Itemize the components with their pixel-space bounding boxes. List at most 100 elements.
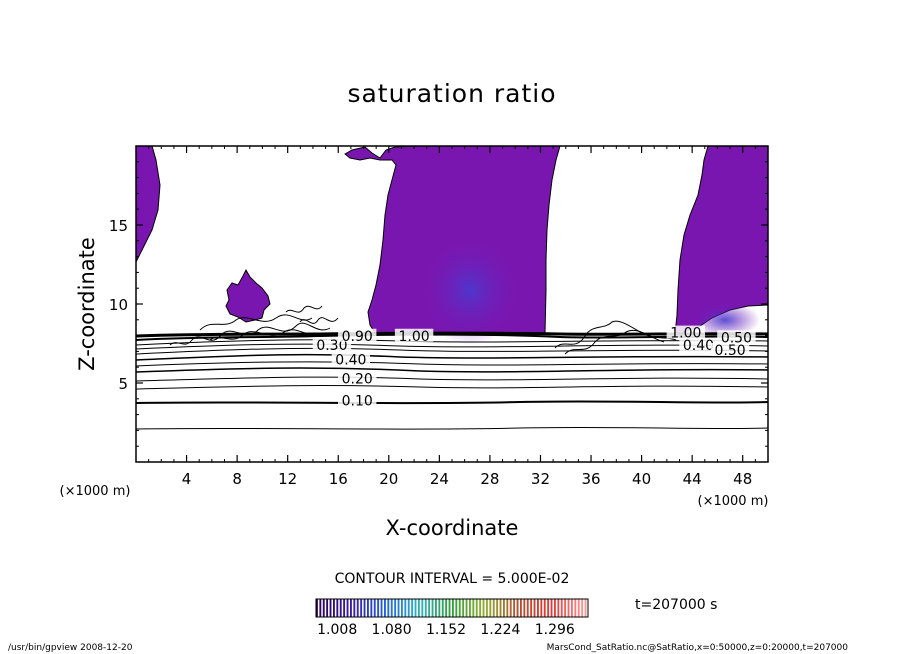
y-tick-label: 10 bbox=[109, 296, 128, 314]
colorbar-cell bbox=[411, 599, 414, 617]
time-label: t=207000 s bbox=[635, 597, 717, 613]
x-axis-label: X-coordinate bbox=[386, 516, 519, 540]
colorbar-cell bbox=[390, 599, 393, 617]
x-tick-label: 24 bbox=[430, 470, 449, 488]
contour-label-bg bbox=[338, 393, 377, 407]
footer-right: MarsCond_SatRatio.nc@SatRatio,x=0:50000,… bbox=[547, 643, 849, 653]
colorbar-cell bbox=[560, 599, 563, 617]
colorbar-cell bbox=[377, 599, 380, 617]
contour-label: 0.50 bbox=[721, 330, 752, 346]
colorbar-cell bbox=[458, 599, 461, 617]
colorbar-cell bbox=[384, 599, 386, 617]
colorbar-cell bbox=[513, 599, 516, 617]
colorbar-cell bbox=[533, 599, 536, 617]
contour-line-045 bbox=[136, 361, 768, 367]
colorbar-cell bbox=[523, 599, 526, 617]
contour-wiggle-1 bbox=[169, 322, 331, 346]
colorbar-cell bbox=[479, 599, 482, 617]
colorbar-cell bbox=[584, 599, 587, 617]
contour-wiggle-7 bbox=[285, 305, 323, 313]
x-tick-label: 8 bbox=[232, 470, 242, 488]
colorbar-cell bbox=[445, 599, 448, 617]
colorbar bbox=[316, 599, 587, 617]
x-tick-label: 32 bbox=[531, 470, 550, 488]
x-tick-label: 12 bbox=[278, 470, 297, 488]
contour-label-bg bbox=[338, 371, 377, 385]
x-tick-label: 4 bbox=[182, 470, 192, 488]
contour-line-040 bbox=[136, 367, 768, 373]
contour-interval: CONTOUR INTERVAL = 5.000E-02 bbox=[335, 571, 570, 587]
colorbar-cell bbox=[339, 599, 342, 617]
colorbar-cell bbox=[543, 599, 546, 617]
colorbar-cell bbox=[550, 599, 553, 617]
colorbar-cell bbox=[475, 599, 478, 617]
contour-label-bg bbox=[394, 328, 434, 342]
colorbar-cell bbox=[571, 599, 573, 617]
contour-label-bg bbox=[679, 338, 718, 352]
colorbar-cell bbox=[387, 599, 390, 617]
colorbar-cell bbox=[526, 599, 529, 617]
contour-label: 0.20 bbox=[342, 371, 373, 387]
colorbar-cell bbox=[414, 599, 417, 617]
x-tick-label: 28 bbox=[480, 470, 499, 488]
contour-wiggle-2 bbox=[199, 314, 313, 331]
contour-label: 0.90 bbox=[342, 329, 373, 345]
contour-line-060 bbox=[136, 347, 768, 355]
contour-line-070 bbox=[136, 343, 768, 350]
contour-line-010 bbox=[136, 400, 768, 405]
y-axis: 5 10 15 bbox=[109, 161, 768, 447]
colorbar-cell bbox=[428, 599, 431, 617]
contour-label-bg bbox=[338, 328, 377, 342]
contour-wiggle-3 bbox=[209, 329, 323, 341]
contour-wiggle-5 bbox=[564, 329, 665, 355]
colorbar-cell bbox=[353, 599, 356, 617]
colorbar-cell bbox=[421, 599, 424, 617]
colorbar-cell bbox=[397, 599, 400, 617]
x-tick-label: 20 bbox=[379, 470, 398, 488]
colorbar-cell bbox=[496, 599, 499, 617]
colorbar-cell bbox=[537, 599, 539, 617]
colorbar-cell bbox=[319, 599, 322, 617]
colorbar-cell bbox=[441, 599, 444, 617]
colorbar-cell bbox=[503, 599, 505, 617]
colorbar-cell bbox=[343, 599, 346, 617]
colorbar-cell bbox=[401, 599, 403, 617]
y-tick-label: 5 bbox=[118, 375, 128, 393]
y-axis-label: Z-coordinate bbox=[75, 237, 99, 371]
colorbar-cell bbox=[367, 599, 369, 617]
colorbar-tick-labels: 1.008 1.080 1.152 1.224 1.296 bbox=[317, 622, 575, 638]
colorbar-cell bbox=[424, 599, 427, 617]
colorbar-cell bbox=[472, 599, 475, 617]
colorbar-cell bbox=[486, 599, 488, 617]
shaded-core bbox=[418, 235, 522, 345]
colorbar-cell bbox=[530, 599, 533, 617]
colorbar-cell bbox=[499, 599, 502, 617]
x-tick-label: 36 bbox=[581, 470, 600, 488]
contour-wiggle-6 bbox=[299, 317, 339, 324]
contour-label: 0.30 bbox=[316, 338, 347, 354]
colorbar-cell bbox=[407, 599, 410, 617]
chart-title: saturation ratio bbox=[347, 79, 556, 108]
colorbar-cell bbox=[438, 599, 441, 617]
colorbar-cell bbox=[482, 599, 485, 617]
contour-line-low bbox=[136, 426, 768, 430]
x-tick-label: 16 bbox=[329, 470, 348, 488]
contour-lines bbox=[136, 305, 768, 430]
colorbar-tick-label: 1.080 bbox=[372, 622, 412, 638]
colorbar-cell bbox=[469, 599, 471, 617]
colorbar-cell bbox=[564, 599, 567, 617]
colorbar-cell bbox=[326, 599, 329, 617]
colorbar-cell bbox=[577, 599, 580, 617]
colorbar-cell bbox=[567, 599, 570, 617]
colorbar-cell bbox=[356, 599, 359, 617]
contour-label-bg bbox=[717, 330, 756, 344]
y-tick-label: 15 bbox=[109, 217, 128, 235]
contour-label: 1.00 bbox=[398, 329, 429, 345]
colorbar-cell bbox=[329, 599, 332, 617]
colorbar-cell bbox=[547, 599, 550, 617]
plot-area bbox=[136, 146, 768, 462]
shaded-region-left bbox=[136, 146, 161, 263]
contour-label: 0.40 bbox=[335, 352, 366, 368]
contour-label-bg bbox=[710, 342, 750, 356]
